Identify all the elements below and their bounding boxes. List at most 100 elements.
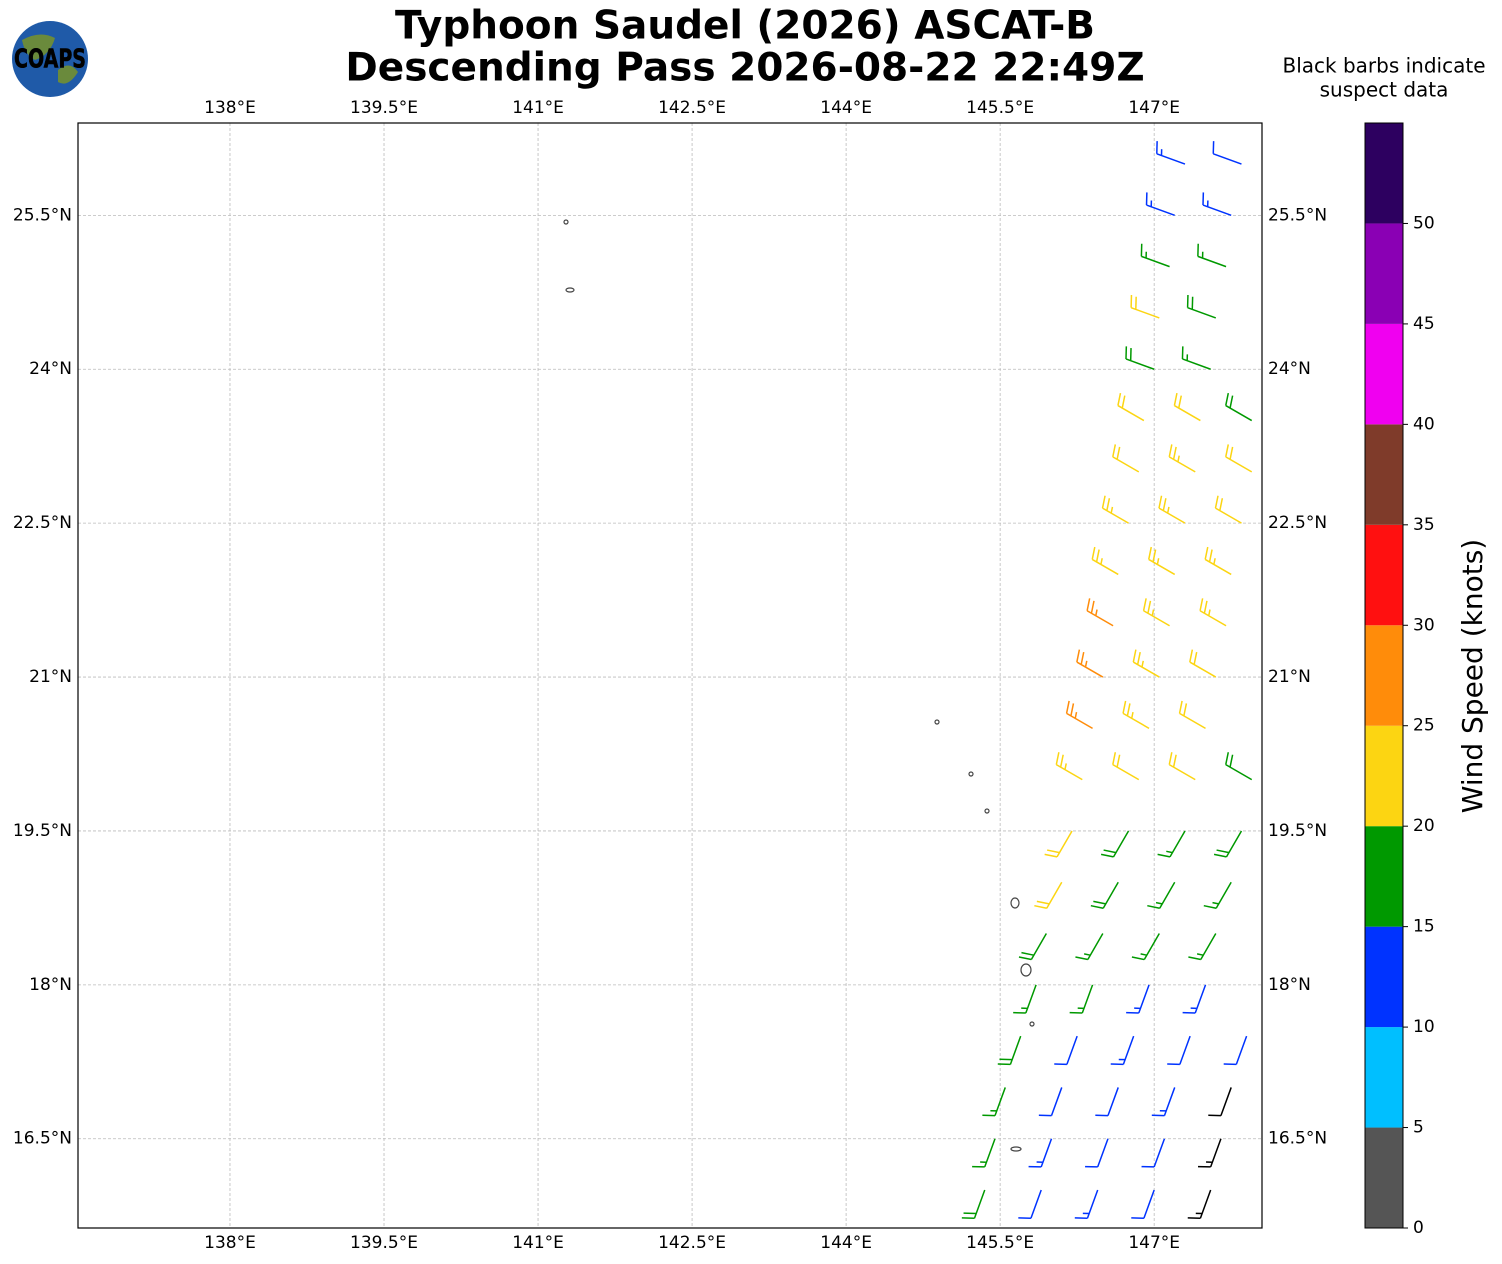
wind-barb [1186,295,1217,319]
wind-barb [1130,295,1160,319]
wind-barb [1213,830,1243,858]
wind-barb [1090,881,1119,909]
wind-barb [1203,881,1232,909]
wind-barb [1018,1189,1042,1219]
island [1010,1146,1022,1152]
island [968,771,974,777]
wind-barb [1189,649,1217,678]
wind-barb [1167,1035,1191,1066]
colorbar-segment [1365,123,1403,224]
wind-barb [1212,141,1242,165]
wind-barb [1147,546,1176,576]
wind-barb [1145,192,1175,217]
logo: COAPS [12,21,88,97]
wind-barb [1125,346,1155,370]
wind-barb [1069,984,1094,1014]
note: suspect data [1320,78,1449,102]
wind-barb [1038,1087,1063,1117]
x-tick-label: 147°E [1128,1233,1180,1253]
wind-barb [1173,392,1201,422]
wind-barb [1132,649,1160,678]
colorbar-tick-label: 35 [1413,515,1435,535]
island [1020,963,1032,977]
wind-barb [1225,444,1253,473]
wind-barb [1055,752,1083,781]
wind-barb [1095,1087,1119,1117]
wind-barb [1214,495,1242,524]
wind-barb [1188,933,1217,961]
colorbar-segment [1365,725,1403,827]
wind-barb [1158,495,1186,524]
logo-text: COAPS [14,45,86,75]
wind-barb [1074,1189,1099,1219]
wind-barb [1131,933,1160,961]
x-tick-label: 141°E [512,1233,564,1253]
wind-barb [1112,752,1140,781]
colorbar: 0 5 10 15 20 25 30 35 40 45 50 [1364,122,1435,1238]
colorbar-segment [1365,625,1403,726]
wind-barb [1197,243,1227,268]
wind-barb [1101,495,1129,524]
x-tick-label: 145.5°E [966,1233,1034,1253]
wind-barb [1208,1087,1232,1117]
wind-barb [1140,243,1170,268]
colorbar-label: Wind Speed (knots) [1456,539,1489,813]
y-tick-label: 19.5°N [1268,821,1327,841]
y-tick-label: 18°N [29,975,72,995]
wind-barb [1054,1035,1078,1066]
island [565,287,575,293]
wind-barb [1034,881,1063,909]
wind-barb [1126,984,1150,1014]
island [984,808,990,814]
colorbar-tick-label: 30 [1413,615,1435,635]
y-tick-label: 22.5°N [1268,513,1327,533]
wind-barb [1151,1087,1176,1117]
x-tick-label: 139.5°E [350,1233,418,1253]
wind-barb [1117,392,1145,422]
wind-barb [1225,752,1253,781]
wind-barb [1122,700,1150,729]
wind-barb [1147,881,1176,909]
wind-barb [997,1035,1022,1066]
y-tick-label: 25.5°N [13,205,72,225]
colorbar-tick-label: 15 [1413,917,1435,937]
wind-barb [1028,1138,1053,1168]
map-frame [77,122,1263,1229]
island [563,219,569,225]
x-tick-label: 147°E [1128,98,1180,118]
note: Black barbs indicate [1283,54,1486,78]
wind-barb [1141,1138,1166,1168]
colorbar-tick-label: 5 [1413,1118,1424,1138]
island [1029,1021,1035,1027]
x-tick-label: 144°E [820,98,872,118]
colorbar-segment [1365,424,1403,525]
x-tick-label: 138°E [204,98,256,118]
colorbar-segment [1365,1027,1403,1128]
wind-barb [972,1138,996,1168]
wind-barb [1178,700,1206,729]
wind-barb [1156,141,1186,165]
wind-barb [982,1087,1006,1117]
wind-barb [1091,546,1119,576]
y-tick-label: 16.5°N [1268,1129,1327,1149]
colorbar-tick-label: 40 [1413,414,1435,434]
logo-land [22,34,78,84]
wind-barb [1168,752,1196,781]
y-tick-label: 24°N [29,359,72,379]
wind-barb [1157,830,1186,858]
wind-barb [961,1189,986,1219]
colorbar-segment [1365,223,1403,324]
x-tick-label: 141°E [512,98,564,118]
wind-barb [1075,933,1104,961]
colorbar-tick-label: 20 [1413,816,1435,836]
colorbar-tick-label: 50 [1413,213,1435,233]
wind-barb [1182,984,1207,1014]
y-tick-label: 21°N [1268,667,1311,687]
y-tick-label: 22.5°N [13,513,72,533]
island [934,719,940,725]
island [1010,897,1020,909]
map: 138°E 138°E 139.5°E 139.5°E 141°E 141°E 142.5°… [13,98,1327,1253]
wind-barb [1044,830,1073,858]
barb-layer [961,141,1253,1219]
colorbar-segment [1365,323,1403,425]
